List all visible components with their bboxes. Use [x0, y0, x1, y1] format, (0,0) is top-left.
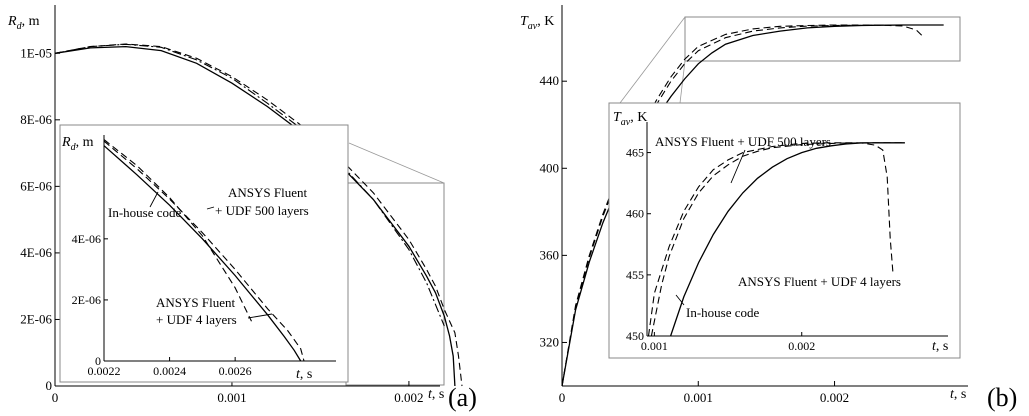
panel-a-inset-series [103, 139, 305, 362]
panel-a-inset-ylabel-symbol: R [61, 135, 71, 150]
panel-a-y-tick-label: 4E-06 [20, 245, 52, 260]
panel-a-annotation-fluent500-line1: ANSYS Fluent [228, 185, 307, 200]
panel-b-ticks: 0 0.001 0.002 320 360 400 440 [540, 73, 850, 405]
panel-a-inset-ylabel-subscript: d [71, 142, 77, 153]
panel-b-annotation-inhouse: In-house code [686, 305, 760, 320]
panel-a-inset-ticks: 0.0022 0.0024 0.0026 0 2E-06 4E-06 [72, 232, 252, 378]
panel-b-x-axis-label: t, s [950, 387, 966, 402]
panel-b-pointer-fluent500 [730, 149, 746, 184]
panel-b-inset-x-tick-label: 0.001 [641, 339, 668, 353]
panel-a-annotation-fluent4-line1: ANSYS Fluent [156, 295, 235, 310]
panel-b-y-tick-label: 400 [540, 160, 560, 175]
panel-a-zoom-region [345, 182, 445, 386]
panel-a-y-tick-label: 0 [46, 378, 53, 393]
panel-a-annotation-inhouse: In-house code [108, 205, 182, 220]
panel-b-x-tick-label: 0.001 [684, 390, 713, 405]
panel-a-y-tick-label: 1E-05 [20, 45, 52, 60]
panel-b-annotation-fluent4: ANSYS Fluent + UDF 4 layers [738, 274, 901, 289]
panel-a-ylabel-subscript: d [17, 21, 23, 32]
panel-b-ylabel-symbol: T [520, 14, 529, 29]
panel-a-inset-x-tick-label: 0.0022 [88, 364, 121, 378]
panel-a-inset: 0.0022 0.0024 0.0026 0 2E-06 4E-06 Rd, m t, s… [59, 124, 349, 383]
panel-a-inset-x-tick-label: 0.0026 [219, 364, 252, 378]
panel-a-inset-y-tick-label: 2E-06 [72, 293, 101, 307]
panel-b-zoom-leader-top [619, 16, 686, 104]
panel-a-y-tick-label: 6E-06 [20, 178, 52, 193]
panel-b-line-inhouse [561, 24, 944, 387]
panel-b-line-fluent4 [561, 24, 924, 387]
panel-a-pointer-fluent4 [247, 313, 273, 319]
panel-a-x-axis-label: t, s [428, 387, 444, 402]
panel-b-pointer-inhouse [675, 294, 685, 306]
panel-a-inset-xlabel-symbol: t [296, 367, 301, 382]
panel-b-inset-xlabel-symbol: t [932, 339, 937, 354]
panel-b-line-fluent500 [561, 24, 944, 387]
panel-a-inset-x-tick-label: 0.0024 [153, 364, 186, 378]
panel-b-series [561, 24, 944, 387]
panel-a-inset-y-tick-label: 0 [95, 354, 101, 368]
panel-b-inset-y-tick-label: 450 [626, 329, 644, 343]
panel-a-inset-x-label: t, s [296, 367, 312, 382]
panel-b-inset: 0.001 0.002 450 455 460 465 Tav, K t, s ANSYS… [608, 102, 961, 359]
panel-a-inset-ylabel-unit: , m [76, 135, 94, 150]
panel-b-inset-ticks: 0.001 0.002 450 455 460 465 [626, 146, 815, 353]
panel-b-inset-x-tick-label: 0.002 [788, 339, 815, 353]
panel-b-ylabel-subscript: av [528, 21, 538, 32]
panel-b-inset-line-fluent4 [647, 142, 894, 337]
panel-b-inset-xlabel-unit: , s [936, 339, 948, 354]
panel-b-inset-y-tick-label: 465 [626, 146, 644, 160]
panel-b-y-tick-label: 440 [540, 73, 560, 88]
panel-b-inset-x-label: t, s [932, 339, 948, 354]
panel-a-pointer-fluent500 [206, 206, 215, 210]
panel-a-y-tick-label: 2E-06 [20, 311, 52, 326]
panel-a-pointer-inhouse [149, 191, 159, 208]
panel-a-line-fluent4 [54, 43, 445, 327]
panel-b-x-tick-label: 0 [559, 390, 566, 405]
panel-b-ylabel-unit: , K [537, 14, 554, 29]
panel-a-annotation-fluent4-line2: + UDF 4 layers [156, 312, 237, 327]
panel-a-inset-line-inhouse [103, 145, 302, 362]
panel-b-xlabel-unit: , s [954, 387, 966, 402]
panel-a-x-tick-label: 0.001 [217, 390, 246, 405]
panel-b-inset-ylabel-symbol: T [613, 110, 622, 125]
panel-a-x-tick-label: 0 [52, 390, 59, 405]
panel-b-y-tick-label: 360 [540, 247, 560, 262]
panel-a-xlabel-unit: , s [432, 387, 444, 402]
panel-b-zoom-region [684, 16, 961, 62]
panel-a-annotation-fluent500-line2: + UDF 500 layers [215, 203, 309, 218]
panel-a-x-tick-label: 0.002 [394, 390, 423, 405]
panel-a-inset-box [59, 124, 349, 383]
panel-a-inset-y-tick-label: 4E-06 [72, 232, 101, 246]
panel-a-inset-line-fluent4 [103, 139, 252, 322]
panel-a-zoom-leader-bottom [348, 142, 445, 184]
panel-a-inset-line-fluent500 [103, 140, 305, 362]
panel-a-ticks: 0 0.001 0.002 0 2E-06 4E-06 6E-06 8E-06 1E-05 [20, 45, 423, 405]
panel-a: 0 0.001 0.002 0 2E-06 4E-06 6E-06 8E-06 1E-05 Rd… [7, 5, 477, 412]
panel-a-label: (a) [448, 383, 477, 412]
panel-b-inset-y-tick-label: 460 [626, 207, 644, 221]
panel-a-y-axis-label: Rd, m [7, 14, 40, 32]
panel-b-xlabel-symbol: t [950, 387, 955, 402]
panel-b-x-tick-label: 0.002 [820, 390, 849, 405]
panel-b-y-tick-label: 320 [540, 334, 560, 349]
panel-b-annotation-fluent500: ANSYS Fluent + UDF 500 layers [655, 134, 831, 149]
panel-b-inset-y-tick-label: 455 [626, 268, 644, 282]
panel-b-inset-ylabel-subscript: av [621, 117, 631, 128]
panel-a-xlabel-symbol: t [428, 387, 433, 402]
panel-a-ylabel-unit: , m [22, 14, 40, 29]
panel-b-label: (b) [987, 383, 1017, 412]
panel-b-inset-y-label: Tav, K [613, 110, 647, 128]
panel-a-ylabel-symbol: R [7, 14, 17, 29]
panel-a-y-tick-label: 8E-06 [20, 112, 52, 127]
panel-b-y-axis-label: Tav, K [520, 14, 554, 32]
panel-b-inset-ylabel-unit: , K [630, 110, 647, 125]
panel-a-inset-xlabel-unit: , s [300, 367, 312, 382]
panel-a-inset-y-label: Rd, m [61, 135, 94, 153]
